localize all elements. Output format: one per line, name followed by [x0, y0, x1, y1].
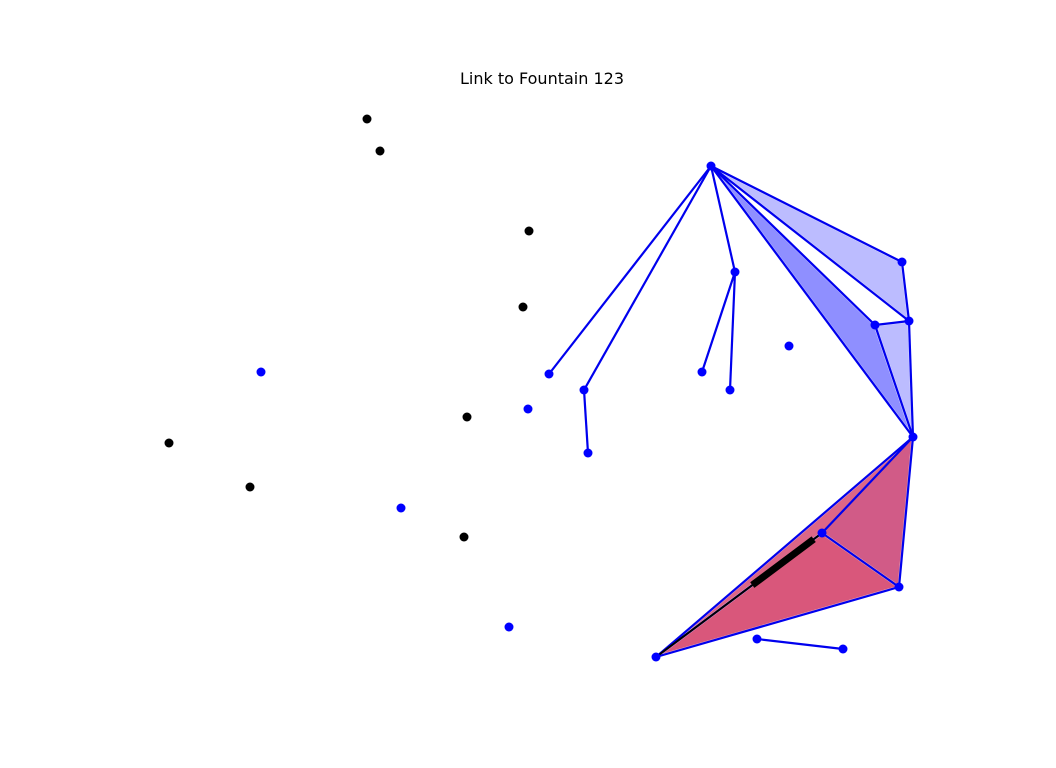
- node-p3: [583, 448, 593, 458]
- edge-p4-p6: [728, 271, 737, 391]
- node-b2: [523, 404, 533, 414]
- nodes-layer: [164, 114, 918, 662]
- edge-r4-r5: [821, 436, 914, 534]
- highlight-layer: [655, 532, 823, 658]
- node-b4: [504, 622, 514, 632]
- node-p1: [544, 369, 554, 379]
- node-b5: [784, 341, 794, 351]
- node-n6: [164, 438, 174, 448]
- edge-p4-p5: [700, 271, 737, 373]
- edge-hub-p2: [583, 165, 712, 391]
- node-p5: [697, 367, 707, 377]
- node-n3: [524, 226, 534, 236]
- node-n8: [459, 532, 469, 542]
- diagram-title: Link to Fountain 123: [460, 69, 624, 88]
- node-r4: [908, 432, 918, 442]
- node-n4: [518, 302, 528, 312]
- edge-hub-p1: [548, 165, 712, 375]
- node-s2: [838, 644, 848, 654]
- edge-r4-r7: [655, 436, 914, 658]
- node-r3: [870, 320, 880, 330]
- node-hub: [706, 161, 716, 171]
- edge-s1-s2: [756, 637, 844, 651]
- highlight-edge-line-r5-r7: [655, 532, 823, 658]
- edge-r5-r6: [821, 532, 900, 588]
- edge-hub-r1: [710, 165, 903, 263]
- node-p2: [579, 385, 589, 395]
- node-p4: [730, 267, 740, 277]
- node-b1: [256, 367, 266, 377]
- edge-r3-r4: [873, 324, 915, 438]
- edge-hub-r2: [710, 165, 910, 322]
- edge-hub-p4: [709, 165, 737, 273]
- node-n2: [375, 146, 385, 156]
- node-p6: [725, 385, 735, 395]
- edge-r6-r7: [655, 585, 900, 659]
- node-r6: [894, 582, 904, 592]
- edge-r2-r4: [907, 320, 915, 438]
- faces-layer: [655, 164, 915, 659]
- node-s1: [752, 634, 762, 644]
- node-n1: [362, 114, 372, 124]
- node-r1: [897, 257, 907, 267]
- edge-r3-r2: [874, 319, 910, 327]
- node-r2: [904, 316, 914, 326]
- node-n7: [245, 482, 255, 492]
- edge-hub-r4: [710, 165, 914, 438]
- edge-r1-r2: [900, 261, 911, 322]
- edge-hub-r3: [710, 165, 876, 326]
- node-b3: [396, 503, 406, 513]
- node-r5: [817, 528, 827, 538]
- node-n5: [462, 412, 472, 422]
- edge-r4-r6: [897, 436, 915, 588]
- edge-p2-p3: [582, 389, 590, 454]
- node-r7: [651, 652, 661, 662]
- edges-layer: [548, 165, 915, 659]
